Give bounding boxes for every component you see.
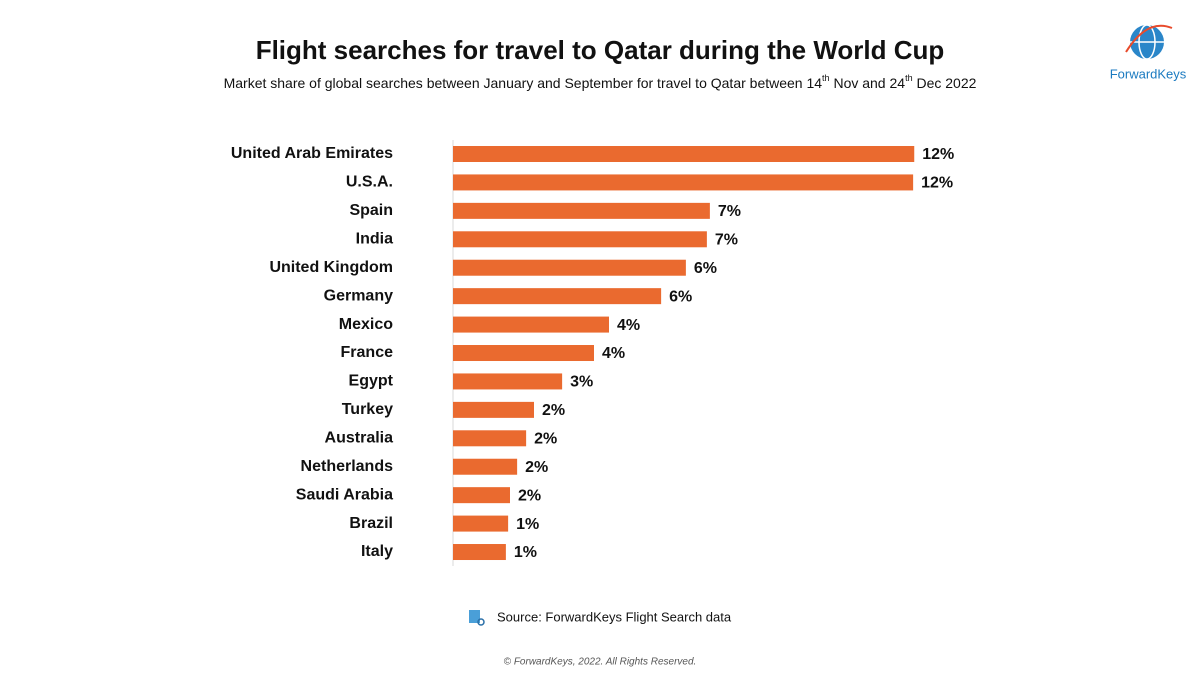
logo-orbit [1125,24,1173,53]
bar [453,373,563,390]
source-icon [469,610,485,626]
y-tick-label: Saudi Arabia [296,486,393,503]
value-label: 6% [694,260,717,277]
value-label: 2% [534,431,557,448]
y-tick-label: Egypt [349,373,394,390]
value-label: 12% [922,146,954,163]
y-tick-label: Turkey [342,401,393,418]
subtitle-superscript: th [822,73,830,83]
bar [453,202,710,219]
bar [453,174,914,191]
y-tick-label: United Arab Emirates [231,145,393,162]
value-label: 4% [602,345,625,362]
bar [453,515,509,532]
subtitle-text: Nov and 24 [830,75,906,91]
value-label: 2% [525,459,548,476]
logo-text: ForwardKeys [1110,66,1187,81]
y-tick-label: Spain [349,202,393,219]
y-tick-label: Germany [324,287,393,304]
y-tick-label: U.S.A. [346,174,393,191]
value-label: 7% [715,232,738,249]
bar [453,458,518,475]
subtitle-text: Dec 2022 [913,75,977,91]
bar [453,401,534,418]
bar [453,430,527,447]
subtitle-superscript: th [905,73,913,83]
value-label: 6% [669,288,692,305]
bar [453,259,686,276]
y-tick-label: Brazil [349,515,393,532]
y-tick-label: Italy [361,543,393,560]
value-label: 7% [718,203,741,220]
value-label: 2% [542,402,565,419]
copyright: © ForwardKeys, 2022. All Rights Reserved… [504,657,697,668]
source-icon-page [469,610,480,623]
value-label: 4% [617,317,640,334]
y-tick-label: Mexico [339,316,393,333]
logo: ForwardKeys [1110,24,1187,81]
bar [453,345,594,362]
value-label: 3% [570,374,593,391]
value-label: 1% [516,516,539,533]
bar [453,316,609,333]
source-text: Source: ForwardKeys Flight Search data [497,609,732,624]
value-label: 2% [518,487,541,504]
bar [453,544,506,561]
source-icon-lens [477,618,485,626]
bar [453,146,915,162]
y-tick-label: Australia [325,430,394,447]
y-tick-label: India [356,231,393,248]
chart-title: Flight searches for travel to Qatar duri… [256,35,945,65]
y-tick-label: France [341,344,394,361]
bar [453,288,662,305]
value-label: 12% [921,175,953,192]
chart-subtitle: Market share of global searches between … [224,73,977,90]
subtitle-text: Market share of global searches between … [224,75,823,91]
y-tick-label: Netherlands [301,458,394,475]
value-label: 1% [514,544,537,561]
bar [453,231,707,248]
bar [453,487,510,504]
y-tick-label: United Kingdom [269,259,393,276]
